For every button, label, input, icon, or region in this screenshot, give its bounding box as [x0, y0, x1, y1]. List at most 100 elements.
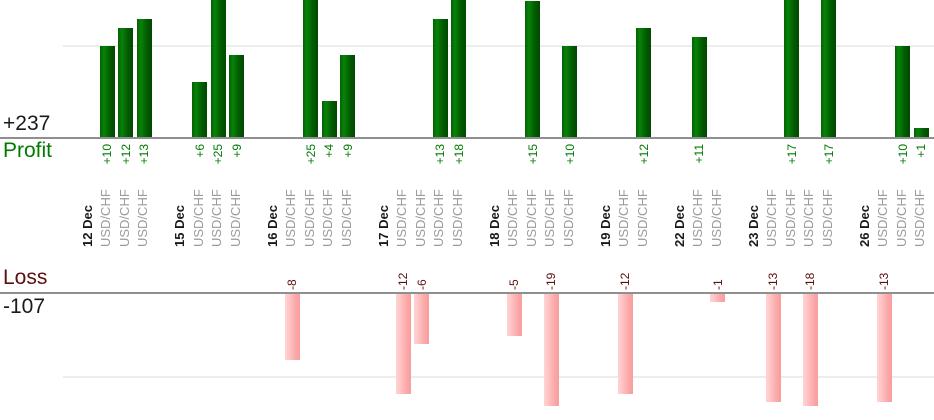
symbol-label: USD/CHF [523, 189, 539, 247]
date-label: 19 Dec [597, 205, 613, 247]
profit-value-label: +13 [137, 144, 151, 165]
profit-bar [913, 127, 929, 137]
symbol-label: USD/CHF [634, 189, 650, 247]
profit-bar [303, 0, 318, 137]
profit-bar [562, 46, 577, 137]
profit-value-label: +9 [340, 144, 355, 158]
loss-total-value: -107 [3, 295, 46, 318]
loss-value-label: -13 [877, 272, 891, 290]
symbol-label: USD/CHF [708, 189, 724, 247]
loss-gridline [63, 376, 934, 378]
profit-value-label: +9 [229, 144, 244, 158]
loss-value-label: -18 [803, 272, 817, 290]
symbol-label: USD/CHF [505, 189, 520, 247]
symbol-label: USD/CHF [338, 189, 354, 247]
symbol-label: USD/CHF [764, 189, 779, 247]
profit-value-label: +25 [211, 144, 225, 165]
profit-value-label: +10 [562, 144, 577, 165]
symbol-label: USD/CHF [893, 189, 909, 247]
profit-bar [784, 0, 799, 137]
symbol-label: USD/CHF [394, 189, 409, 247]
loss-bar [802, 294, 818, 406]
date-label: 22 Dec [671, 205, 687, 247]
profit-bar [691, 36, 707, 137]
loss-value-label: -8 [285, 279, 299, 290]
profit-bar [525, 0, 540, 137]
profit-axis-line [0, 137, 934, 139]
profit-bar [451, 0, 466, 137]
date-label: 16 Dec [264, 205, 280, 247]
profit-bar [192, 82, 207, 137]
symbol-label: USD/CHF [912, 189, 927, 247]
loss-bar [876, 294, 892, 402]
loss-bar [284, 294, 300, 361]
profit-value-label: +13 [433, 144, 447, 165]
loss-bar [543, 294, 559, 406]
profit-value-label: +12 [636, 144, 651, 165]
profit-value-label: +17 [821, 144, 836, 165]
profit-bar [340, 55, 355, 137]
symbol-label: USD/CHF [819, 189, 835, 247]
loss-value-label: -1 [710, 279, 725, 290]
date-label: 18 Dec [486, 205, 502, 247]
loss-value-label: -6 [414, 279, 429, 290]
profit-value-label: +18 [451, 144, 466, 165]
profit-value-label: +6 [192, 144, 207, 158]
loss-axis-line [0, 292, 934, 294]
profit-value-label: +15 [525, 144, 540, 165]
profit-value-label: +4 [322, 144, 336, 158]
loss-value-label: -19 [544, 272, 558, 290]
profit-value-label: +11 [692, 144, 706, 164]
loss-value-label: -12 [396, 272, 410, 290]
symbol-label: USD/CHF [560, 189, 576, 247]
profit-value-label: +10 [895, 144, 910, 165]
loss-value-label: -13 [766, 272, 780, 290]
symbol-label: USD/CHF [431, 189, 446, 247]
symbol-label: USD/CHF [616, 189, 631, 247]
profit-bar [321, 100, 337, 137]
profit-gridline [63, 45, 934, 47]
profit-bar [821, 0, 836, 137]
profit-bar [895, 46, 910, 137]
loss-bar [395, 294, 411, 394]
symbol-label: USD/CHF [320, 189, 335, 247]
symbol-label: USD/CHF [875, 189, 890, 247]
profit-value-label: +25 [303, 144, 318, 165]
loss-bar [414, 294, 429, 344]
date-label: 26 Dec [856, 205, 872, 247]
profit-bar [432, 18, 448, 137]
date-label: 17 Dec [375, 205, 391, 247]
symbol-label: USD/CHF [301, 189, 317, 247]
symbol-label: USD/CHF [98, 189, 113, 247]
symbol-label: USD/CHF [283, 189, 298, 247]
loss-bar [710, 294, 725, 303]
profit-bar [136, 18, 152, 137]
loss-bar [506, 294, 522, 336]
profit-bar [99, 46, 115, 137]
profit-value-label: +12 [118, 144, 133, 165]
profit-bar [636, 27, 651, 137]
date-label: 15 Dec [172, 205, 187, 247]
profit-total-value: +237 [3, 112, 51, 135]
date-label: 12 Dec [79, 205, 95, 247]
profit-axis-label: Profit [3, 139, 53, 162]
profit-bar [229, 55, 244, 137]
loss-bar [765, 294, 781, 402]
loss-axis-label: Loss [3, 266, 48, 289]
symbol-label: USD/CHF [782, 189, 798, 247]
symbol-label: USD/CHF [449, 189, 465, 247]
profit-value-label: +1 [914, 144, 928, 158]
loss-bar [617, 294, 633, 394]
symbol-label: USD/CHF [190, 189, 206, 247]
symbol-label: USD/CHF [135, 189, 150, 247]
symbol-label: USD/CHF [412, 189, 428, 247]
symbol-label: USD/CHF [542, 189, 557, 247]
symbol-label: USD/CHF [801, 189, 816, 247]
symbol-label: USD/CHF [690, 189, 705, 247]
profit-value-label: +17 [784, 144, 799, 165]
symbol-label: USD/CHF [209, 189, 224, 247]
symbol-label: USD/CHF [227, 189, 243, 247]
symbol-label: USD/CHF [116, 189, 132, 247]
profit-bar [118, 27, 133, 137]
